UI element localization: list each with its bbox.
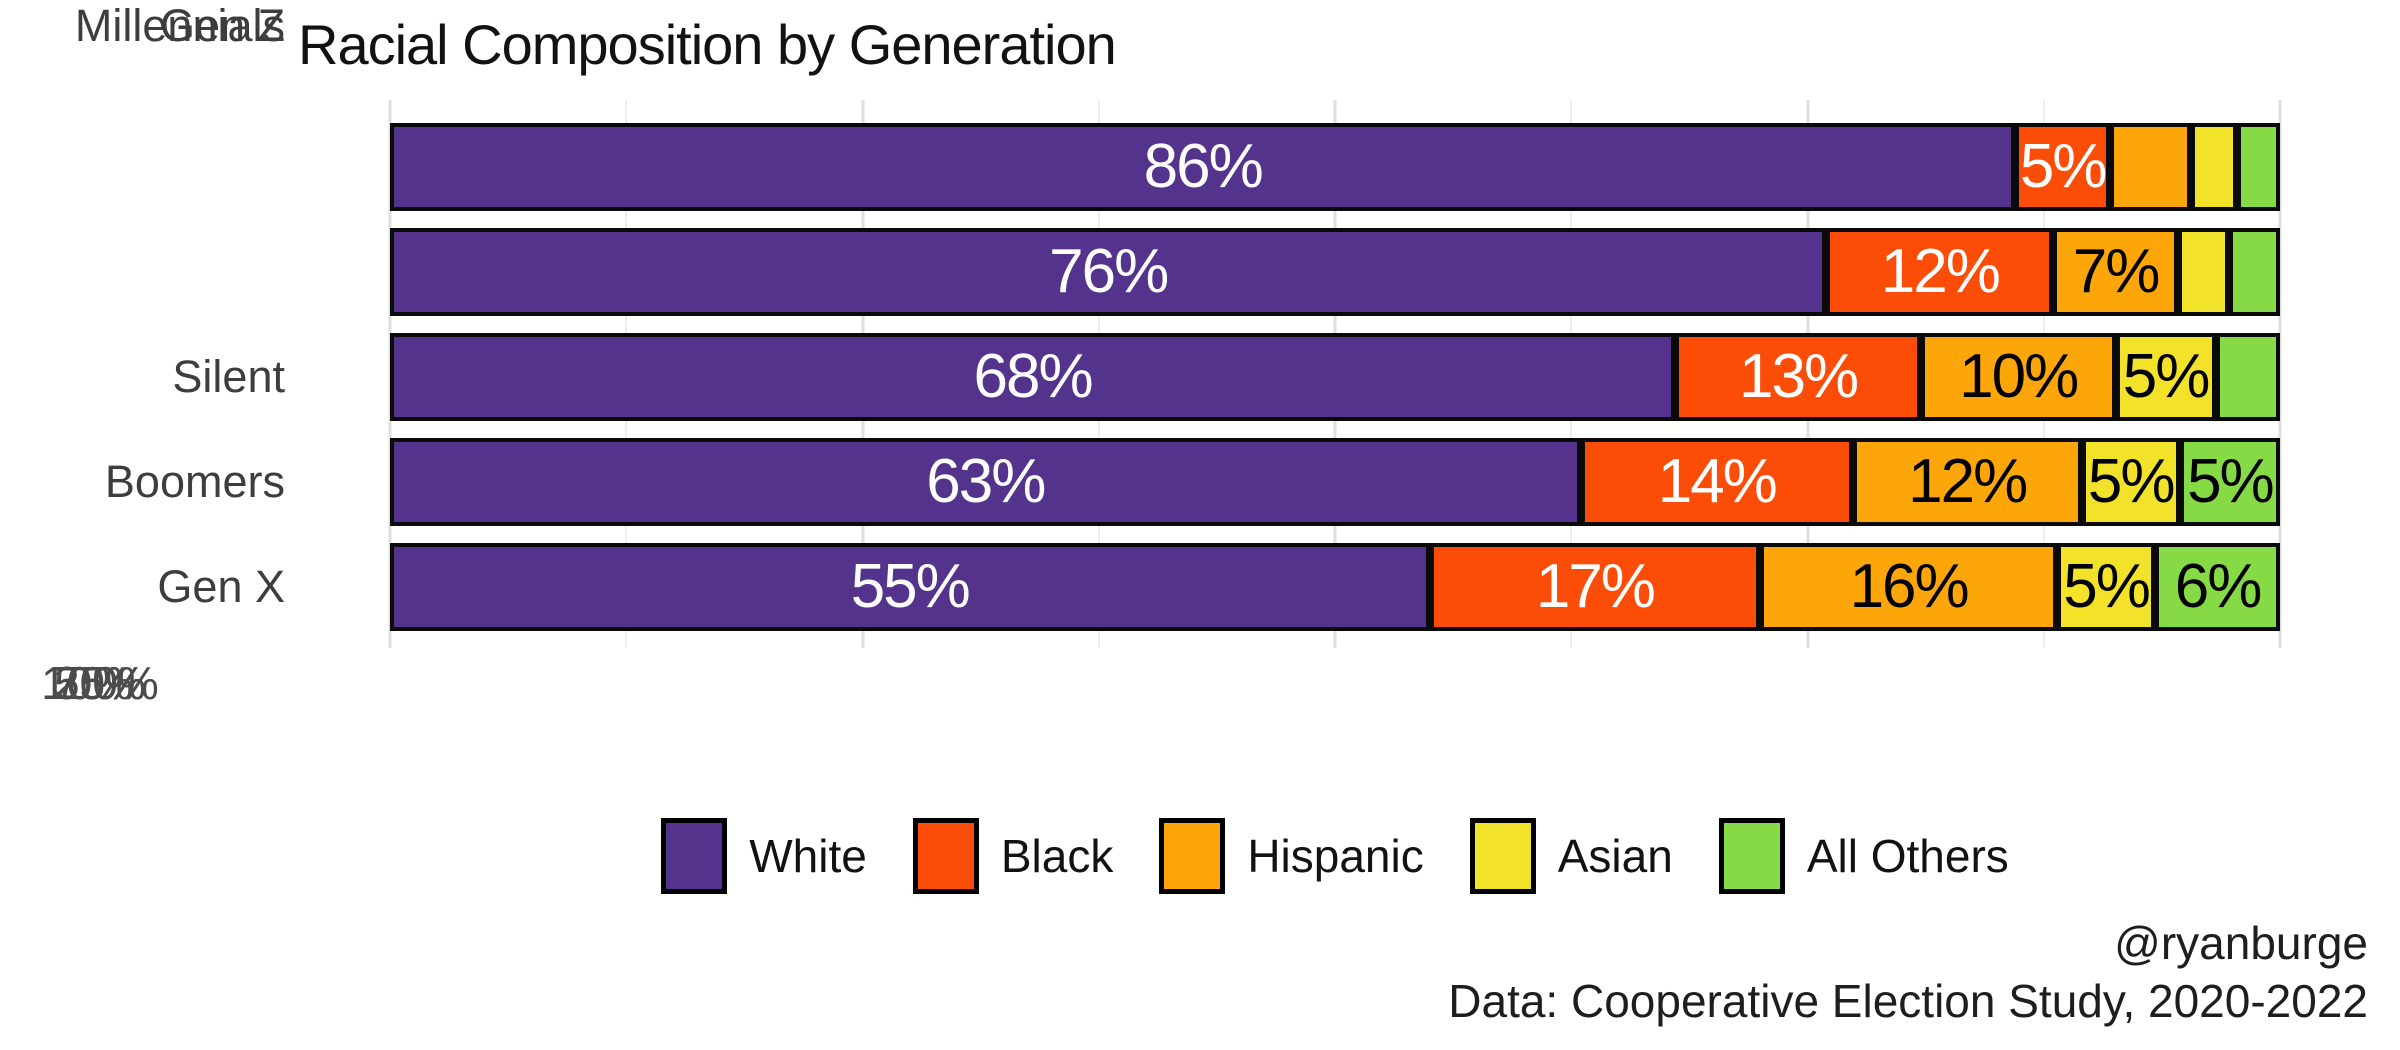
segment-all-others-gen-x [2215, 333, 2280, 421]
segment-hispanic-millennials: 12% [1852, 438, 2082, 526]
segment-value-label: 16% [1849, 552, 1970, 621]
legend-item-black: Black [912, 818, 1114, 894]
segment-black-gen-x: 13% [1675, 333, 1921, 421]
segment-black-silent: 5% [2015, 123, 2110, 211]
legend-swatch-asian [1469, 818, 1536, 894]
gridline-100 [2278, 100, 2282, 648]
legend-label-black: Black [1000, 830, 1114, 882]
credit-handle: @ryanburge [2114, 917, 2368, 969]
segment-value-label: 63% [926, 447, 1046, 516]
legend: White Black Hispanic Asian All Others [390, 810, 2280, 902]
segment-value-label: 5% [2122, 342, 2211, 411]
segment-asian-silent [2191, 123, 2237, 211]
segment-all-others-boomers [2228, 228, 2280, 316]
y-axis-label-boomers: Boomers [104, 456, 285, 507]
chart-panel: 86% 5% 76% 12% 7% 68% 13% 10% 5% 63% 14% 12% 5% 5% 55%… [388, 100, 2282, 648]
segment-black-boomers: 12% [1826, 228, 2054, 316]
legend-swatch-all-others [1718, 818, 1785, 894]
segment-value-label: 10% [1959, 342, 2079, 411]
bar-row-millennials: 63% 14% 12% 5% 5% [390, 438, 2280, 526]
x-tick-100: 100% [41, 657, 159, 709]
legend-swatch-black [912, 818, 979, 894]
legend-label-white: White [749, 830, 867, 882]
segment-value-label: 5% [2087, 447, 2176, 516]
segment-value-label: 7% [2072, 237, 2161, 306]
y-axis-label-gen-x: Gen X [157, 561, 285, 612]
y-axis-label-gen-z: Gen Z [159, 0, 285, 51]
segment-value-label: 5% [2187, 447, 2275, 516]
legend-label-all-others: All Others [1806, 830, 2009, 882]
segment-hispanic-boomers: 7% [2053, 228, 2178, 316]
segment-value-label: 68% [973, 342, 1094, 411]
y-axis-label-millennials: Millennials [74, 0, 285, 51]
legend-item-white: White [661, 818, 867, 894]
segment-value-label: 13% [1738, 342, 1859, 411]
bar-row-boomers: 76% 12% 7% [390, 228, 2280, 316]
segment-value-label: 12% [1880, 237, 2001, 306]
segment-black-millennials: 14% [1580, 438, 1853, 526]
x-tick-25: 25% [53, 657, 147, 709]
caption: @ryanburge Data: Cooperative Election St… [1448, 914, 2368, 1030]
legend-label-asian: Asian [1557, 830, 1673, 882]
segment-value-label: 14% [1657, 447, 1778, 516]
segment-asian-gen-z: 5% [2056, 543, 2156, 631]
x-tick-0: 0% [66, 657, 134, 709]
segment-white-millennials: 63% [390, 438, 1581, 526]
segment-white-silent: 86% [390, 123, 2016, 211]
segment-all-others-silent [2236, 123, 2280, 211]
bar-row-silent: 86% 5% [390, 123, 2280, 211]
segment-black-gen-z: 17% [1429, 543, 1761, 631]
credit-source: Data: Cooperative Election Study, 2020-2… [1448, 975, 2368, 1027]
legend-label-hispanic: Hispanic [1247, 830, 1424, 882]
segment-value-label: 5% [2063, 552, 2151, 621]
segment-value-label: 55% [850, 552, 971, 621]
segment-hispanic-gen-z: 16% [1760, 543, 2057, 631]
segment-hispanic-gen-x: 10% [1920, 333, 2116, 421]
segment-white-gen-x: 68% [390, 333, 1676, 421]
segment-white-boomers: 76% [390, 228, 1827, 316]
segment-all-others-gen-z: 6% [2155, 543, 2280, 631]
segment-value-label: 6% [2174, 552, 2263, 621]
segment-hispanic-silent [2109, 123, 2192, 211]
x-tick-50: 50% [53, 657, 147, 709]
segment-asian-gen-x: 5% [2115, 333, 2216, 421]
x-tick-75: 75% [53, 657, 147, 709]
legend-item-asian: Asian [1469, 818, 1673, 894]
segment-asian-millennials: 5% [2081, 438, 2180, 526]
legend-swatch-white [661, 818, 728, 894]
segment-value-label: 76% [1049, 237, 1169, 306]
segment-white-gen-z: 55% [390, 543, 1430, 631]
segment-value-label: 12% [1908, 447, 2028, 516]
segment-value-label: 17% [1535, 552, 1656, 621]
segment-all-others-millennials: 5% [2179, 438, 2280, 526]
y-axis-label-silent: Silent [172, 351, 285, 402]
bar-row-gen-x: 68% 13% 10% 5% [390, 333, 2280, 421]
chart-title: Racial Composition by Generation [298, 13, 1117, 76]
segment-asian-boomers [2177, 228, 2229, 316]
legend-item-all-others: All Others [1718, 818, 2009, 894]
segment-value-label: 5% [2019, 132, 2108, 201]
bar-row-gen-z: 55% 17% 16% 5% 6% [390, 543, 2280, 631]
legend-swatch-hispanic [1159, 818, 1226, 894]
legend-item-hispanic: Hispanic [1159, 818, 1424, 894]
segment-value-label: 86% [1143, 132, 1264, 201]
